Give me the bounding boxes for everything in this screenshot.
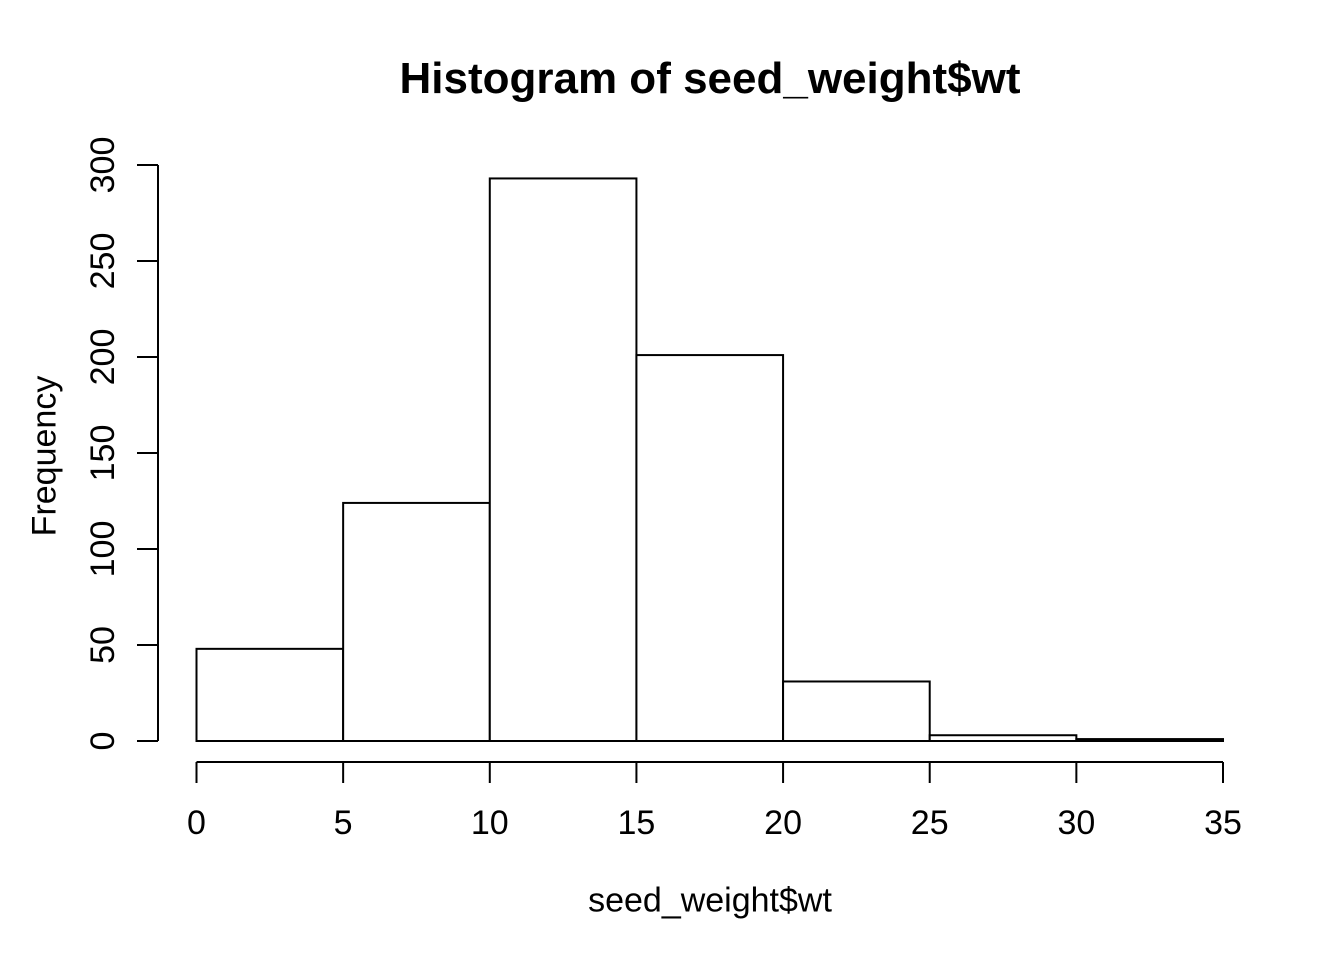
x-tick-label: 35 [1204,804,1242,842]
chart-title: Histogram of seed_weight$wt [399,54,1021,103]
y-tick-label: 300 [84,137,122,194]
histogram-bar [342,501,491,743]
x-tick-label: 20 [764,804,802,842]
histogram-bar [782,680,931,742]
histogram-bar [488,177,638,742]
x-tick-label: 15 [618,804,656,842]
y-tick-label: 150 [84,425,122,482]
histogram-bar [195,647,345,743]
y-tick-label: 50 [84,626,122,664]
y-tick-label: 200 [84,329,122,386]
histogram-bar [635,354,785,742]
y-tick-label: 0 [84,732,122,751]
x-axis-title: seed_weight$wt [588,881,832,920]
histogram-bar [928,734,1078,742]
histogram-bar [1075,738,1225,743]
x-tick-label: 5 [334,804,353,842]
y-tick-label: 250 [84,233,122,290]
x-tick-label: 25 [911,804,949,842]
x-tick-label: 30 [1057,804,1095,842]
x-tick-label: 10 [471,804,509,842]
y-tick-label: 100 [84,521,122,578]
x-tick-label: 0 [187,804,206,842]
